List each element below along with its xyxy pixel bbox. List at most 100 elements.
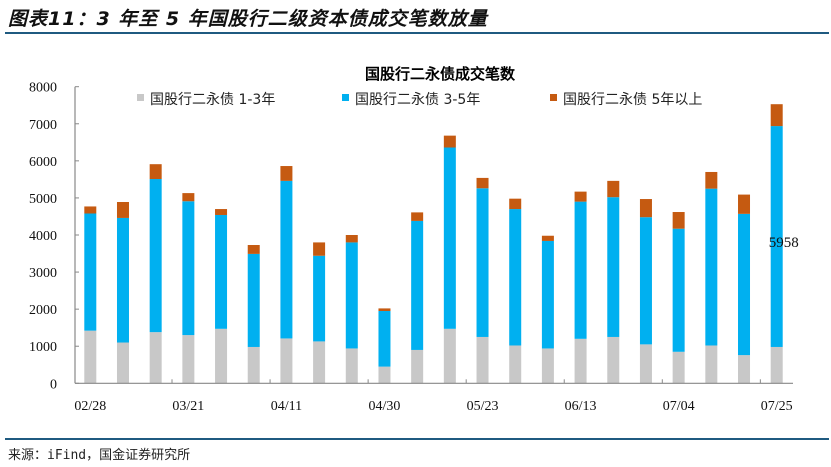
y-tick-label: 4000 — [29, 229, 57, 244]
bar-segment-long — [770, 104, 783, 127]
bar-segment-short — [247, 346, 260, 384]
title-divider — [5, 32, 829, 34]
bar-segment-long — [182, 193, 195, 202]
bar-segment-short — [116, 342, 129, 384]
x-tick-label: 03/21 — [172, 399, 204, 414]
bar-segment-short — [541, 348, 554, 384]
bar-segment-long — [149, 164, 162, 180]
bar-segment-short — [215, 328, 228, 384]
source-divider — [5, 438, 829, 440]
bar-segment-mid — [378, 311, 391, 367]
legend: 国股行二永债 1-3年 国股行二永债 3-5年 国股行二永债 5年以上 — [137, 92, 702, 108]
bar-segment-short — [672, 351, 685, 384]
source-note: 来源：iFind，国金证券研究所 — [8, 448, 191, 463]
bar-segment-mid — [215, 214, 228, 329]
bar-segment-short — [509, 345, 522, 384]
y-tick-label: 0 — [50, 377, 57, 392]
bar-segment-mid — [149, 179, 162, 333]
bar-segment-mid — [313, 255, 326, 342]
x-tick-label: 07/25 — [761, 399, 793, 414]
bar-segment-short — [738, 355, 751, 384]
legend-label: 国股行二永债 5年以上 — [563, 92, 702, 108]
bar-segment-long — [672, 212, 685, 229]
y-tick-label: 7000 — [29, 118, 57, 133]
bar-segment-short — [149, 332, 162, 384]
x-tick-label: 06/13 — [565, 399, 597, 414]
bar-segment-long — [116, 202, 129, 218]
bar-segment-long — [84, 206, 97, 214]
bar-segment-short — [280, 338, 293, 384]
x-tick-label: 05/23 — [467, 399, 499, 414]
legend-swatch — [137, 94, 144, 101]
y-tick-label: 1000 — [29, 340, 57, 355]
bar-segment-mid — [247, 253, 260, 347]
bar-segment-mid — [84, 213, 97, 331]
bar-segment-short — [639, 344, 652, 384]
bar-segment-mid — [705, 188, 718, 346]
bar-segment-mid — [411, 220, 424, 350]
x-tick-label: 02/28 — [74, 399, 106, 414]
bar-segment-long — [443, 135, 456, 148]
bar-segment-long — [313, 242, 326, 256]
annotations: 5958 — [769, 235, 799, 251]
bar-segment-short — [705, 345, 718, 384]
y-axis: 0 1000 2000 3000 4000 5000 6000 7000 8000 — [29, 81, 79, 392]
bar-segment-short — [411, 349, 424, 384]
bar-segment-long — [541, 235, 554, 241]
bar-segment-long — [215, 209, 228, 215]
bar-segment-mid — [443, 147, 456, 329]
bar-segment-mid — [116, 217, 129, 343]
data-label: 5958 — [769, 235, 799, 251]
x-axis: 02/28 03/21 04/11 04/30 05/23 06/13 07/04 07/25 — [74, 379, 793, 414]
bars — [84, 104, 783, 384]
y-tick-label: 5000 — [29, 192, 57, 207]
bar-segment-long — [639, 199, 652, 218]
bar-segment-mid — [476, 188, 489, 337]
y-tick-label: 3000 — [29, 266, 57, 281]
x-tick-label: 04/30 — [369, 399, 401, 414]
bar-segment-short — [378, 366, 391, 384]
bar-segment-short — [313, 341, 326, 384]
legend-label: 国股行二永债 1-3年 — [150, 92, 275, 108]
y-tick-label: 8000 — [29, 81, 57, 96]
bar-segment-mid — [639, 217, 652, 345]
bar-segment-long — [476, 177, 489, 189]
x-tick-label: 07/04 — [663, 399, 695, 414]
bar-segment-long — [378, 308, 391, 312]
bar-segment-long — [411, 212, 424, 221]
x-tick-label: 04/11 — [271, 399, 302, 414]
bar-segment-short — [182, 335, 195, 384]
bar-segment-short — [476, 336, 489, 384]
legend-swatch — [550, 94, 557, 101]
chart-title: 国股行二永债成交笔数 — [365, 65, 516, 83]
legend-swatch — [342, 94, 349, 101]
bar-segment-mid — [182, 201, 195, 336]
figure-title: 图表11：3 年至 5 年国股行二级资本债成交笔数放量 — [8, 8, 488, 30]
bar-segment-long — [280, 166, 293, 181]
bar-segment-long — [509, 198, 522, 210]
bar-segment-mid — [541, 240, 554, 349]
bar-segment-short — [345, 348, 358, 384]
bar-segment-short — [443, 328, 456, 384]
y-tick-label: 2000 — [29, 303, 57, 318]
bar-segment-long — [705, 171, 718, 189]
bar-segment-mid — [672, 228, 685, 352]
bar-segment-short — [574, 338, 587, 384]
bar-segment-long — [247, 245, 260, 254]
stacked-bar-chart: 国股行二永债成交笔数 国股行二永债 1-3年 国股行二永债 3-5年 国股行二永债 … — [29, 65, 799, 414]
bar-segment-mid — [738, 213, 751, 356]
bar-segment-long — [345, 235, 358, 243]
bar-segment-short — [607, 336, 620, 384]
bar-segment-long — [607, 180, 620, 198]
bar-segment-mid — [280, 180, 293, 339]
bar-segment-mid — [607, 197, 620, 337]
y-tick-label: 6000 — [29, 155, 57, 170]
bar-segment-short — [84, 330, 97, 384]
bar-segment-mid — [770, 126, 783, 347]
bar-segment-short — [770, 346, 783, 384]
legend-label: 国股行二永债 3-5年 — [355, 92, 480, 108]
bar-segment-long — [574, 191, 587, 202]
bar-segment-mid — [345, 242, 358, 349]
bar-segment-mid — [509, 209, 522, 346]
bar-segment-mid — [574, 201, 587, 339]
